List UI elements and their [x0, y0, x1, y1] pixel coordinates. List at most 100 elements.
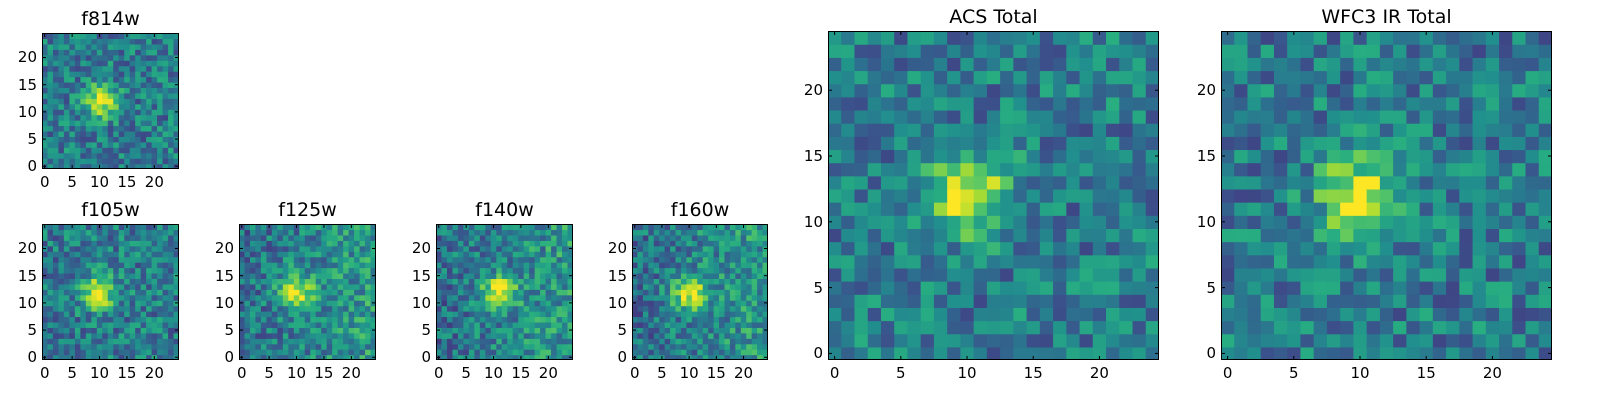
heatmap-cell [1512, 202, 1527, 216]
heatmap-cell [1039, 254, 1054, 269]
heatmap-cell [854, 136, 869, 151]
heatmap-cell [74, 262, 81, 269]
heatmap-cell [315, 300, 322, 307]
heatmap-cell [740, 289, 747, 296]
heatmap-cell [168, 327, 175, 334]
heatmap-cell [867, 188, 882, 203]
heatmap-cell [118, 229, 125, 236]
heatmap-cell [854, 109, 869, 124]
heatmap-cell [162, 81, 169, 88]
heatmap-cell [828, 188, 842, 203]
heatmap-cell [446, 354, 454, 360]
heatmap-cell [129, 98, 136, 105]
heatmap-cell [746, 300, 753, 307]
heatmap-cell [664, 251, 671, 258]
heatmap-cell [1013, 70, 1028, 85]
heatmap-cell [828, 215, 842, 229]
heatmap-cell [113, 152, 120, 159]
heatmap-cell [107, 316, 114, 323]
heatmap-cell [85, 76, 92, 83]
heatmap-cell [332, 321, 339, 328]
heatmap-cell [501, 327, 508, 334]
heatmap-cell [162, 234, 169, 241]
heatmap-cell [880, 294, 895, 308]
heatmap-cell [326, 283, 333, 290]
heatmap-cell [304, 321, 311, 328]
heatmap-cell [168, 49, 175, 56]
heatmap-cell [551, 338, 558, 345]
heatmap-cell [102, 120, 109, 127]
heatmap-cell [1247, 31, 1262, 45]
heatmap-cell [702, 267, 709, 274]
heatmap-cell [69, 109, 76, 116]
heatmap-cell [485, 316, 492, 323]
heatmap-cell [1313, 123, 1328, 137]
heatmap-cell [1300, 123, 1315, 137]
heatmap-cell [708, 251, 715, 258]
heatmap-cell [1326, 70, 1341, 85]
heatmap-cell [1053, 294, 1067, 308]
heatmap-cell [1313, 320, 1328, 335]
heatmap-cell [529, 338, 536, 345]
heatmap-cell [1066, 44, 1081, 58]
heatmap-cell [680, 289, 687, 296]
heatmap-cell [146, 147, 153, 154]
heatmap-cell [947, 31, 961, 45]
heatmap-cell [523, 294, 530, 301]
heatmap-cell [501, 300, 508, 307]
heatmap-cell [540, 278, 547, 285]
heatmap-cell [326, 294, 333, 301]
heatmap-cell [91, 136, 98, 143]
heatmap-cell [1013, 267, 1028, 282]
heatmap-cell [933, 307, 948, 322]
heatmap-cell [271, 272, 278, 279]
heatmap-cell [74, 103, 81, 110]
heatmap-cell [1525, 333, 1540, 348]
heatmap-cell [523, 278, 530, 285]
heatmap-cell [244, 300, 251, 307]
heatmap-cell [157, 354, 164, 360]
heatmap-cell [1039, 346, 1054, 360]
heatmap-cell [691, 267, 698, 274]
heatmap-cell [52, 163, 60, 169]
heatmap-cell [740, 311, 747, 318]
heatmap-cell [735, 316, 742, 323]
heatmap-cell [1273, 241, 1288, 256]
heatmap-cell [637, 311, 644, 318]
heatmap-cell [1419, 228, 1434, 243]
heatmap-cell [540, 294, 547, 301]
heatmap-cell [113, 251, 120, 258]
heatmap-cell [1340, 83, 1354, 98]
heatmap-cell [534, 300, 541, 307]
heatmap-cell [1026, 320, 1041, 335]
y-tick-label: 0 [27, 348, 37, 367]
heatmap-cell [42, 256, 49, 263]
heatmap-cell [675, 234, 682, 241]
heatmap-cell [1013, 175, 1028, 190]
heatmap-cell [632, 294, 639, 301]
heatmap-cell [343, 245, 350, 252]
heatmap-cell [42, 229, 49, 236]
heatmap-cell [653, 349, 660, 356]
heatmap-cell [168, 60, 175, 67]
heatmap-cell [436, 294, 443, 301]
heatmap-cell [551, 267, 558, 274]
heatmap-cell [260, 321, 267, 328]
heatmap-cell [168, 43, 175, 50]
heatmap-cell [42, 251, 49, 258]
heatmap-cell [1300, 188, 1315, 203]
heatmap-cell [140, 332, 147, 339]
heatmap-cell [534, 311, 541, 318]
heatmap-cell [140, 229, 147, 236]
heatmap-cell [135, 349, 142, 356]
heatmap-cell [96, 272, 103, 279]
heatmap-cell [1525, 215, 1540, 229]
heatmap-cell [686, 300, 693, 307]
heatmap-cell [659, 245, 666, 252]
heatmap-cell [1499, 123, 1513, 137]
heatmap-cell [146, 71, 153, 78]
heatmap-cell [1326, 307, 1341, 322]
heatmap-cell [474, 349, 481, 356]
heatmap-cell [52, 262, 60, 269]
heatmap-cell [1221, 83, 1235, 98]
